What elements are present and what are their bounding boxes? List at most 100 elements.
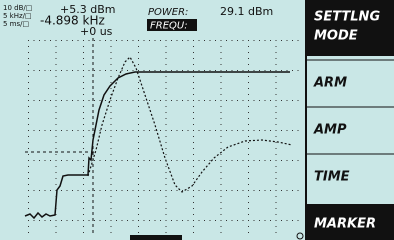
grid-dot xyxy=(133,220,134,221)
grid-dot xyxy=(276,64,277,65)
grid-dot xyxy=(28,52,29,53)
grid-dot xyxy=(83,40,84,41)
grid-dot xyxy=(94,40,95,41)
grid-dot xyxy=(39,160,40,161)
grid-dot xyxy=(61,190,62,191)
grid-dot xyxy=(111,58,112,59)
grid-dot xyxy=(78,130,79,131)
softkey-label[interactable]: AMP xyxy=(313,123,347,138)
grid-dot xyxy=(160,190,161,191)
grid-dot xyxy=(221,58,222,59)
grid-dot xyxy=(276,160,277,161)
grid-dot xyxy=(221,64,222,65)
grid-dot xyxy=(83,208,84,209)
grid-dot xyxy=(28,136,29,137)
grid-dot xyxy=(204,100,205,101)
grid-dot xyxy=(287,70,288,71)
grid-dot xyxy=(221,52,222,53)
grid-dot xyxy=(166,52,167,53)
grid-dot xyxy=(177,220,178,221)
grid-dot xyxy=(111,184,112,185)
grid-dot xyxy=(28,112,29,113)
grid-dot xyxy=(188,190,189,191)
scale-label: 5 kHz/□ xyxy=(3,12,32,20)
grid-dot xyxy=(138,40,139,41)
grid-dot xyxy=(155,70,156,71)
grid-dot xyxy=(83,160,84,161)
grid-dot xyxy=(50,40,51,41)
grid-dot xyxy=(83,232,84,233)
grid-dot xyxy=(276,88,277,89)
grid-dot xyxy=(83,166,84,167)
grid-dot xyxy=(100,190,101,191)
grid-dot xyxy=(215,160,216,161)
grid-dot xyxy=(111,82,112,83)
scale-label: 5 ms/□ xyxy=(3,20,29,28)
grid-dot xyxy=(193,46,194,47)
grid-dot xyxy=(166,118,167,119)
grid-dot xyxy=(144,190,145,191)
grid-dot xyxy=(111,148,112,149)
grid-dot xyxy=(94,190,95,191)
grid-dot xyxy=(237,220,238,221)
softkey-label[interactable]: SETTLNG xyxy=(314,10,380,25)
grid-dot xyxy=(28,46,29,47)
grid-dot xyxy=(193,76,194,77)
grid-dot xyxy=(193,160,194,161)
grid-dot xyxy=(166,220,167,221)
grid-dot xyxy=(28,226,29,227)
softkey-label[interactable]: MARKER xyxy=(314,217,376,232)
grid-dot xyxy=(199,220,200,221)
grid-dot xyxy=(248,148,249,149)
grid-dot xyxy=(111,46,112,47)
grid-dot xyxy=(292,130,293,131)
grid-dot xyxy=(89,100,90,101)
grid-dot xyxy=(171,70,172,71)
grid-dot xyxy=(276,226,277,227)
grid-dot xyxy=(105,100,106,101)
grid-dot xyxy=(188,100,189,101)
grid-dot xyxy=(56,142,57,143)
grid-dot xyxy=(248,190,249,191)
grid-dot xyxy=(221,82,222,83)
grid-dot xyxy=(127,220,128,221)
grid-dot xyxy=(105,160,106,161)
grid-dot xyxy=(34,130,35,131)
grid-dot xyxy=(160,130,161,131)
grid-dot xyxy=(83,124,84,125)
grid-dot xyxy=(193,202,194,203)
grid-dot xyxy=(193,148,194,149)
grid-dot xyxy=(28,184,29,185)
grid-dot xyxy=(171,190,172,191)
grid-dot xyxy=(199,190,200,191)
softkey-label[interactable]: TIME xyxy=(314,170,350,185)
grid-dot xyxy=(83,130,84,131)
grid-dot xyxy=(193,178,194,179)
grid-dot xyxy=(138,82,139,83)
softkey-label[interactable]: ARM xyxy=(313,76,347,91)
grid-dot xyxy=(105,40,106,41)
softkey-label[interactable]: MODE xyxy=(314,29,358,44)
grid-dot xyxy=(248,94,249,95)
grid-dot xyxy=(237,70,238,71)
grid-dot xyxy=(193,94,194,95)
grid-dot xyxy=(138,184,139,185)
grid-dot xyxy=(72,70,73,71)
grid-dot xyxy=(83,214,84,215)
grid-dot xyxy=(298,100,299,101)
grid-dot xyxy=(221,166,222,167)
grid-dot xyxy=(100,100,101,101)
grid-dot xyxy=(56,166,57,167)
grid-dot xyxy=(28,100,29,101)
grid-dot xyxy=(193,214,194,215)
grid-dot xyxy=(28,172,29,173)
grid-dot xyxy=(193,172,194,173)
grid-dot xyxy=(94,220,95,221)
grid-dot xyxy=(56,88,57,89)
grid-dot xyxy=(39,220,40,221)
grid-dot xyxy=(138,178,139,179)
grid-dot xyxy=(122,190,123,191)
grid-dot xyxy=(67,190,68,191)
grid-dot xyxy=(111,112,112,113)
grid-dot xyxy=(39,130,40,131)
